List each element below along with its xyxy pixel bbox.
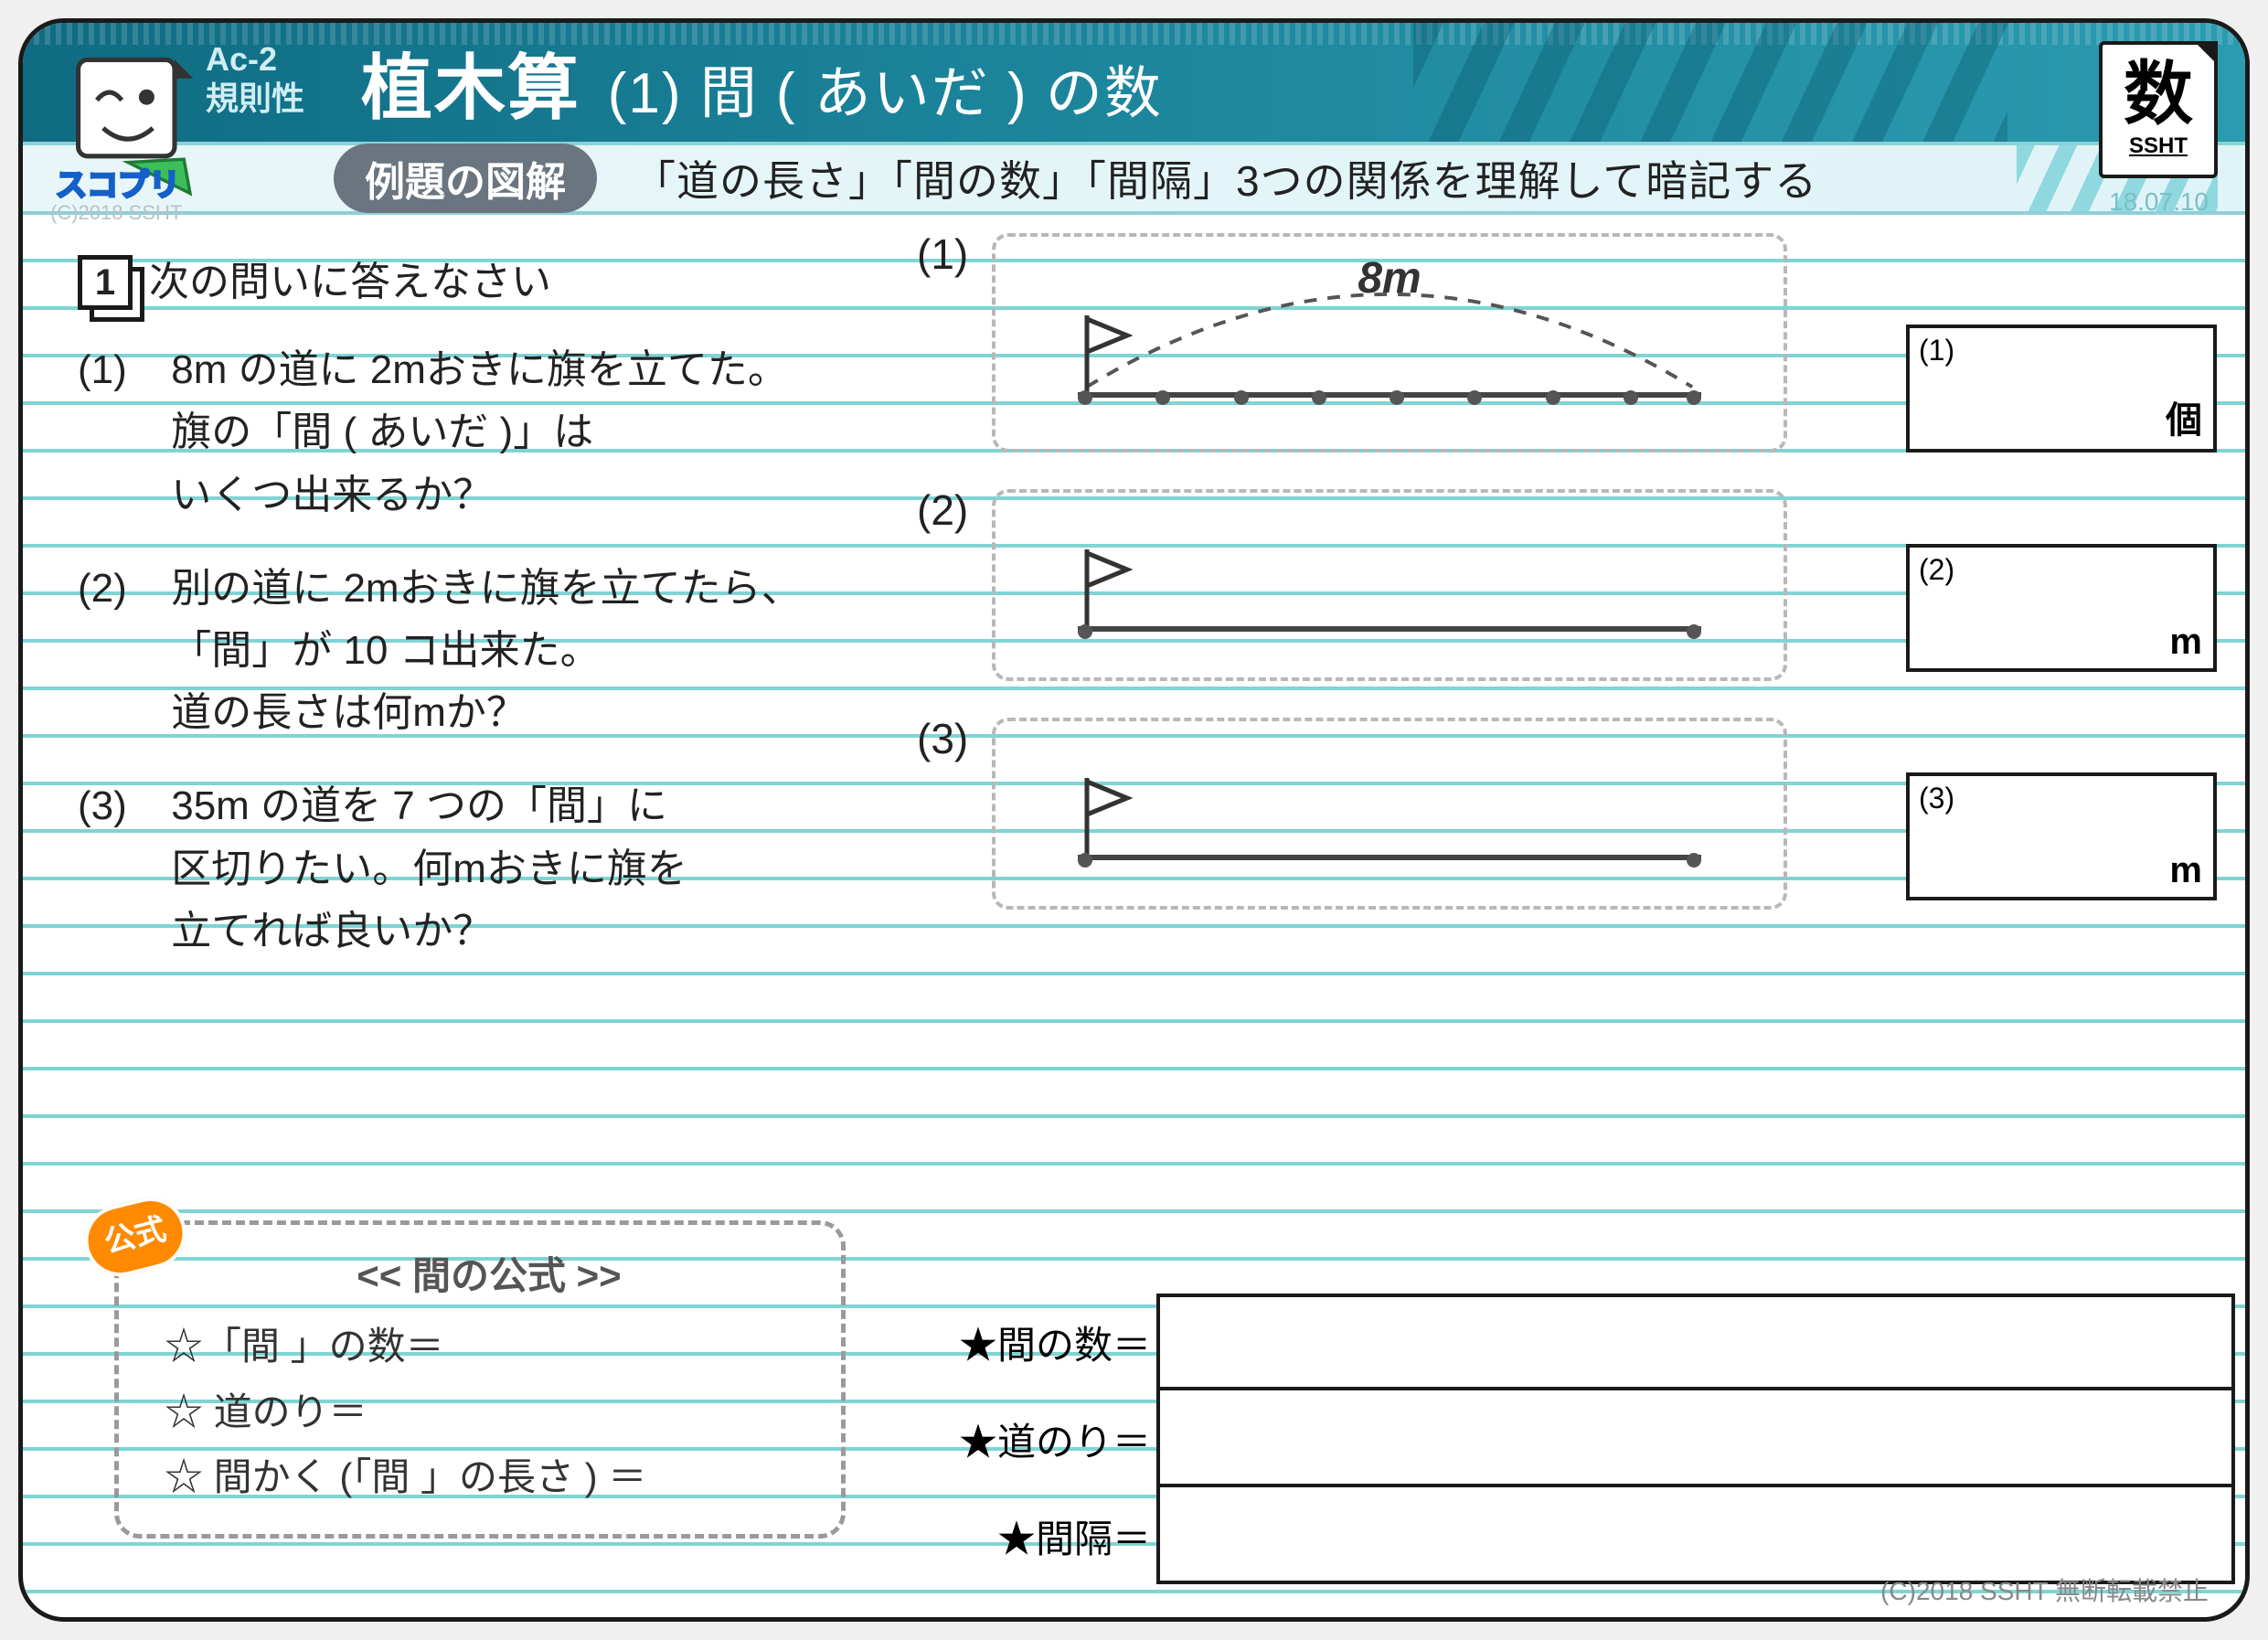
date-code: 18.07.10: [2109, 187, 2209, 217]
fill-row: ★間の数＝: [919, 1294, 2235, 1390]
answer-box-3[interactable]: (3) m: [1906, 772, 2217, 900]
dot-icon: [1624, 390, 1638, 405]
subject-kanji: 数: [2124, 60, 2193, 130]
subject-badge: 数 SSHT: [2099, 41, 2218, 178]
subject-org: SSHT: [2129, 133, 2188, 159]
header-chevrons: [1413, 23, 2007, 142]
section-pill: 例題の図解: [334, 144, 597, 213]
formula-row: ☆ 道のり＝: [165, 1379, 814, 1444]
diagram-label: (1): [917, 229, 968, 279]
formula-row: ☆「間 」の数＝: [165, 1314, 814, 1379]
diagram-panel-3: (3): [992, 718, 1787, 910]
dot-icon: [1467, 390, 1482, 405]
page-title: 植木算 (1) 間 ( あいだ ) の数: [361, 31, 1163, 133]
flag-icon: [1078, 778, 1133, 860]
diagram-panel-2: (2): [992, 489, 1787, 681]
formula-title: << 間の公式 >>: [165, 1243, 814, 1308]
dot-icon: [1390, 390, 1404, 405]
answer-label: (1): [1919, 334, 1954, 367]
fill-in-grid: ★間の数＝ ★道のり＝ ★間隔＝: [919, 1294, 2235, 1584]
fill-label: ★間隔＝: [919, 1487, 1156, 1584]
dot-icon: [1155, 390, 1170, 405]
dot-icon: [1687, 624, 1701, 639]
answer-label: (3): [1919, 782, 1954, 815]
header-category: 規則性: [206, 79, 304, 118]
dot-icon: [1546, 390, 1560, 405]
fill-label: ★間の数＝: [919, 1294, 1156, 1390]
instruction-text: 次の問いに答えなさい: [149, 251, 551, 314]
question-text: 別の道に 2mおきに旗を立てたら、 「間」が 10 コ出来た。 道の長さは何mか…: [171, 558, 866, 745]
flag-icon: [1078, 549, 1133, 632]
answer-box-2[interactable]: (2) m: [1906, 544, 2217, 672]
fill-row: ★間隔＝: [919, 1487, 2235, 1584]
diagram-label: (2): [917, 485, 968, 535]
answer-unit: m: [2169, 622, 2202, 663]
worksheet-page: Ac-2 規則性 植木算 (1) 間 ( あいだ ) の数 例題の図解 「道の長…: [18, 18, 2250, 1622]
header-code-block: Ac-2 規則性: [206, 39, 304, 118]
fill-cell[interactable]: [1156, 1294, 2235, 1390]
question-number-box: 1: [78, 255, 133, 310]
instruction-lead: 1 次の問いに答えなさい: [78, 251, 873, 314]
brand-label: スコプリ: [56, 160, 180, 205]
formula-row: ☆ 間かく (「間 」の長さ ) ＝: [165, 1444, 814, 1509]
fill-row: ★道のり＝: [919, 1390, 2235, 1487]
diagram-label: (3): [917, 714, 968, 763]
road-line: [1078, 626, 1701, 632]
question-text: 8m の道に 2mおきに旗を立てた。 旗の「間 ( あいだ )」は いくつ出来る…: [171, 339, 866, 527]
header: Ac-2 規則性 植木算 (1) 間 ( あいだ ) の数 例題の図解 「道の長…: [23, 23, 2245, 215]
worksheet-body: 1 次の問いに答えなさい (1) 8m の道に 2mおきに旗を立てた。 旗の「間…: [23, 215, 2245, 1617]
fill-label: ★道のり＝: [919, 1390, 1156, 1487]
dot-icon: [1078, 853, 1092, 868]
title-main: 植木算: [361, 48, 580, 128]
question-item: (1) 8m の道に 2mおきに旗を立てた。 旗の「間 ( あいだ )」は いく…: [78, 339, 873, 527]
dot-icon: [1687, 390, 1701, 405]
question-text: 35m の道を 7 つの「間」に 区切りたい。何mおきに旗を 立てれば良いか？: [171, 775, 866, 963]
dot-icon: [1687, 853, 1701, 868]
question-tag: (3): [78, 775, 160, 837]
formula-panel: 公式 << 間の公式 >> ☆「間 」の数＝ ☆ 道のり＝ ☆ 間かく (「間 …: [114, 1220, 846, 1539]
question-tag: (2): [78, 558, 160, 620]
answer-label: (2): [1919, 553, 1954, 587]
header-code: Ac-2: [206, 39, 304, 79]
line-icon: [1078, 855, 1701, 860]
arc-length-label: 8m: [1358, 253, 1421, 304]
question-item: (3) 35m の道を 7 つの「間」に 区切りたい。何mおきに旗を 立てれば良…: [78, 775, 873, 963]
diagram-panel-1: (1) 8m: [992, 233, 1787, 453]
learning-objective: 「道の長さ」「間の数」「間隔」3つの関係を理解して暗記する: [634, 148, 1817, 208]
title-sub: (1) 間 ( あいだ ) の数: [608, 62, 1163, 125]
header-sub-bar: 例題の図解 「道の長さ」「間の数」「間隔」3つの関係を理解して暗記する: [23, 142, 2245, 215]
road-line: [1078, 392, 1701, 398]
question-item: (2) 別の道に 2mおきに旗を立てたら、 「間」が 10 コ出来た。 道の長さ…: [78, 558, 873, 745]
dot-icon: [1234, 390, 1249, 405]
answer-unit: m: [2169, 850, 2202, 891]
footer-copyright: (C)2018 SSHT 無断転載禁止: [1880, 1571, 2209, 1608]
dot-icon: [1078, 624, 1092, 639]
header-top-bar: Ac-2 規則性 植木算 (1) 間 ( あいだ ) の数: [23, 23, 2245, 142]
fill-cell[interactable]: [1156, 1390, 2235, 1487]
instruction-block: 1 次の問いに答えなさい (1) 8m の道に 2mおきに旗を立てた。 旗の「間…: [78, 251, 873, 994]
fill-cell[interactable]: [1156, 1487, 2235, 1584]
flag-icon: [1078, 315, 1133, 398]
line-icon: [1078, 626, 1701, 632]
answer-unit: 個: [2166, 390, 2202, 443]
answer-box-1[interactable]: (1) 個: [1906, 325, 2217, 453]
dot-icon: [1312, 390, 1326, 405]
road-line: [1078, 855, 1701, 860]
question-tag: (1): [78, 339, 160, 401]
dot-icon: [1078, 390, 1092, 405]
